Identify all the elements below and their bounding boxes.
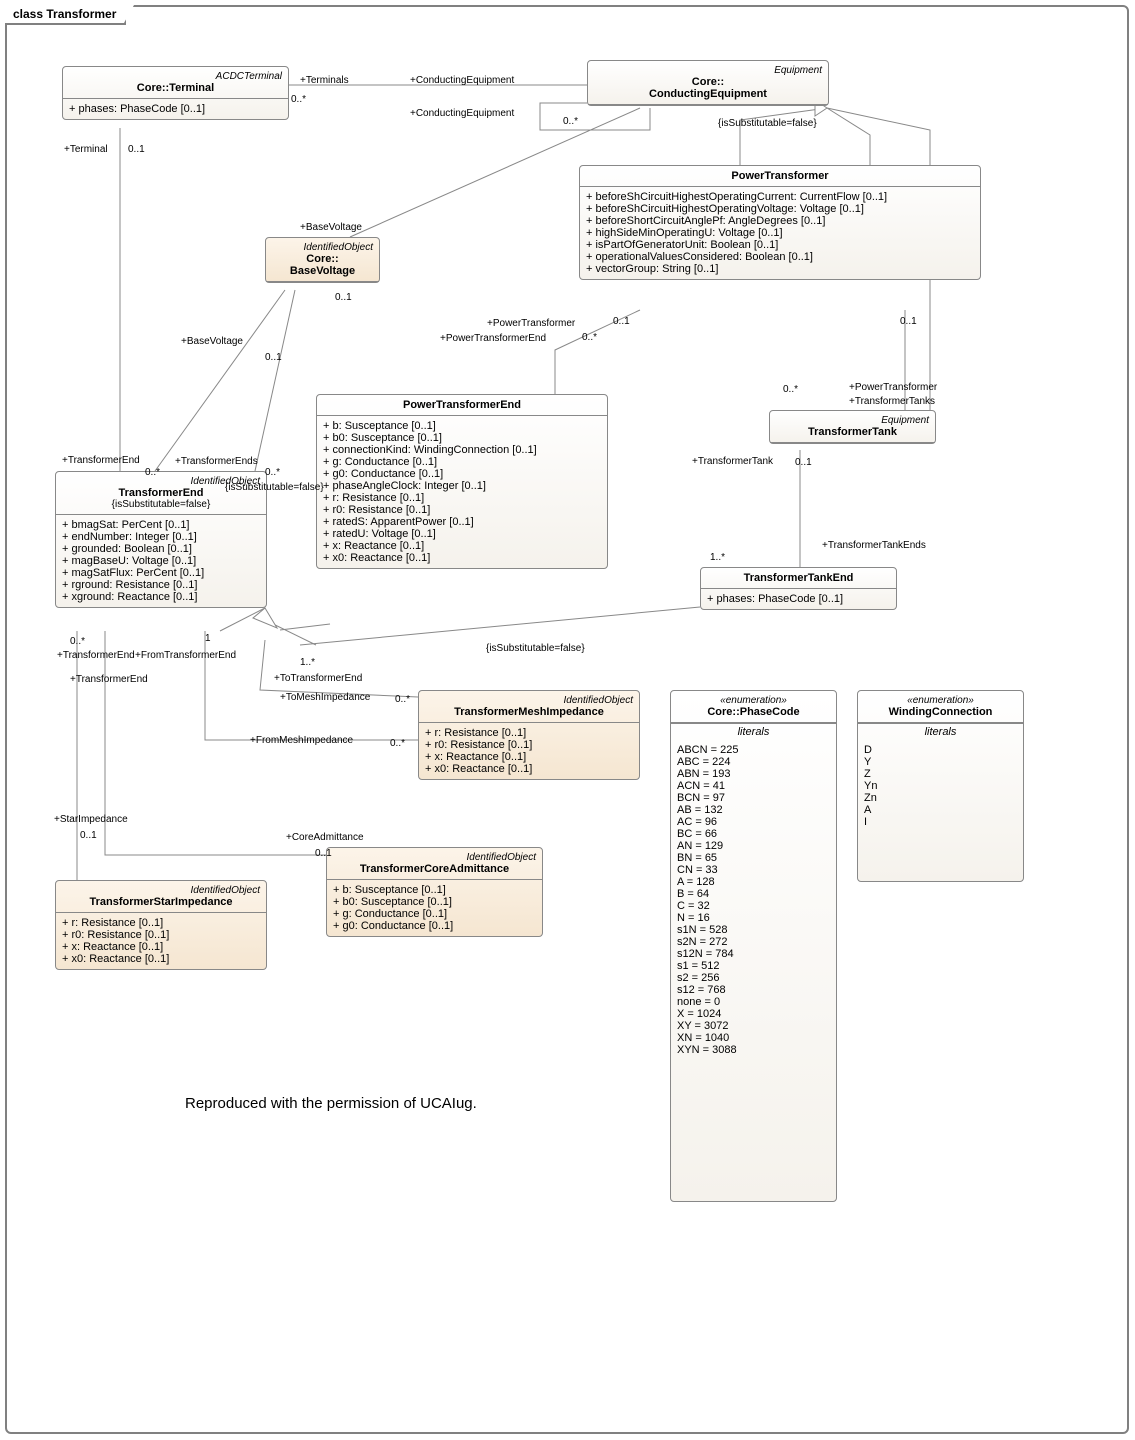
assoc-label: +FromTransformerEnd [135,650,236,661]
class-tank: EquipmentTransformerTank [769,410,936,444]
assoc-label: 1..* [710,552,725,563]
class-condEquip: EquipmentCore::ConductingEquipment [587,60,829,106]
assoc-label: +TransformerEnd [62,455,140,466]
class-tankEnd: TransformerTankEnd+ phases: PhaseCode [0… [700,567,897,610]
assoc-label: 0..1 [795,457,812,468]
assoc-label: 0..1 [315,848,332,859]
assoc-label: {isSubstitutable=false} [486,643,585,654]
class-coreAdm: IdentifiedObjectTransformerCoreAdmittanc… [326,847,543,937]
assoc-label: +ToMeshImpedance [280,692,370,703]
assoc-label: +FromMeshImpedance [250,735,353,746]
class-ptEnd: PowerTransformerEnd+ b: Susceptance [0..… [316,394,608,569]
assoc-label: 0..* [395,694,410,705]
assoc-label: 0..* [70,636,85,647]
assoc-label: 0..1 [80,830,97,841]
assoc-label: 0..* [145,467,160,478]
assoc-label: 1 [205,633,211,644]
assoc-label: +Terminal [64,144,108,155]
assoc-label: +PowerTransformer [487,318,575,329]
assoc-label: +ConductingEquipment [410,108,514,119]
assoc-label: 0..1 [900,316,917,327]
assoc-label: {isSubstitutable=false} [718,118,817,129]
assoc-label: +TransformerTank [692,456,773,467]
assoc-label: +ConductingEquipment [410,75,514,86]
assoc-label: +Terminals [300,75,349,86]
assoc-label: 0..* [582,332,597,343]
class-starImp: IdentifiedObjectTransformerStarImpedance… [55,880,267,970]
assoc-label: 1..* [300,657,315,668]
assoc-label: 0..* [291,94,306,105]
class-terminal: ACDCTerminalCore::Terminal+ phases: Phas… [62,66,289,120]
assoc-label: 0..1 [265,352,282,363]
class-meshImp: IdentifiedObjectTransformerMeshImpedance… [418,690,640,780]
assoc-label: +TransformerEnd [70,674,148,685]
class-powerTrans: PowerTransformer+ beforeShCircuitHighest… [579,165,981,280]
assoc-label: 0..1 [335,292,352,303]
assoc-label: +TransformerEnds [175,456,258,467]
assoc-label: 0..* [390,738,405,749]
caption: Reproduced with the permission of UCAIug… [185,1095,477,1112]
assoc-label: +ToTransformerEnd [274,673,362,684]
class-baseVolt: IdentifiedObjectCore::BaseVoltage [265,237,380,283]
assoc-label: +TransformerEnd [57,650,135,661]
assoc-label: +PowerTransformerEnd [440,333,546,344]
class-phaseCode: «enumeration»Core::PhaseCodeliteralsABCN… [670,690,837,1202]
assoc-label: +CoreAdmittance [286,832,364,843]
assoc-label: 0..* [265,467,280,478]
assoc-label: 0..* [783,384,798,395]
assoc-label: +BaseVoltage [181,336,243,347]
assoc-label: {isSubstitutable=false} [225,482,324,493]
frame-title: class Transformer [5,5,126,25]
assoc-label: +StarImpedance [54,814,128,825]
assoc-label: +TransformerTankEnds [822,540,926,551]
diagram-canvas: class Transformer [0,0,1135,1440]
assoc-label: 0..1 [128,144,145,155]
assoc-label: 0..* [563,116,578,127]
assoc-label: +PowerTransformer [849,382,937,393]
assoc-label: +TransformerTanks [849,396,935,407]
class-winding: «enumeration»WindingConnectionliteralsDY… [857,690,1024,882]
assoc-label: +BaseVoltage [300,222,362,233]
assoc-label: 0..1 [613,316,630,327]
